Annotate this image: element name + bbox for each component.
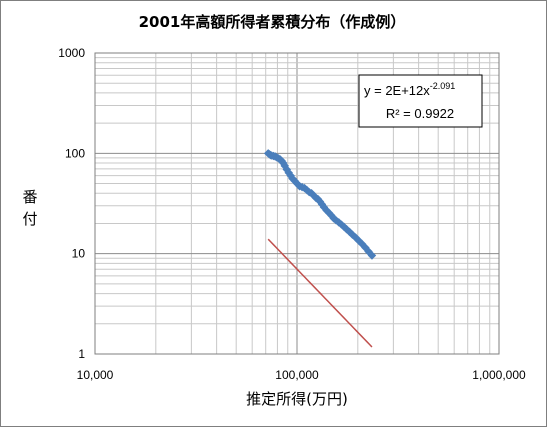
- x-tick-label: 10,000: [77, 368, 114, 382]
- y-axis-title-char-2: 付: [22, 210, 37, 228]
- y-tick-label: 10: [72, 247, 86, 261]
- y-tick-label: 100: [65, 146, 85, 160]
- plot-area: [94, 52, 500, 355]
- trendline-equation-box: y = 2E+12x-2.091 R² = 0.9922: [358, 74, 483, 128]
- y-ticks: 1000 100 10 1: [58, 46, 85, 361]
- x-axis-title: 推定所得(万円): [246, 390, 348, 408]
- equation-exponent: -2.091: [430, 81, 456, 91]
- x-tick-label: 100,000: [275, 368, 319, 382]
- x-tick-label: 1,000,000: [472, 368, 526, 382]
- equation-prefix: y = 2E+12x: [364, 83, 430, 98]
- chart-title: 2001年高額所得者累積分布（作成例）: [139, 13, 406, 31]
- equation-label: y = 2E+12x-2.091: [364, 81, 455, 98]
- r-squared-label: R² = 0.9922: [386, 106, 454, 121]
- y-axis-title: 番 付: [22, 188, 37, 228]
- equation-box-border: [358, 74, 483, 128]
- data-point: [367, 251, 377, 260]
- y-tick-label: 1000: [58, 46, 85, 60]
- grid: [95, 53, 499, 354]
- trendline: [267, 238, 373, 348]
- data-series: [263, 149, 377, 260]
- y-tick-label: 1: [78, 347, 85, 361]
- y-axis-title-char-1: 番: [22, 188, 37, 206]
- x-ticks: 10,000 100,000 1,000,000: [77, 368, 526, 382]
